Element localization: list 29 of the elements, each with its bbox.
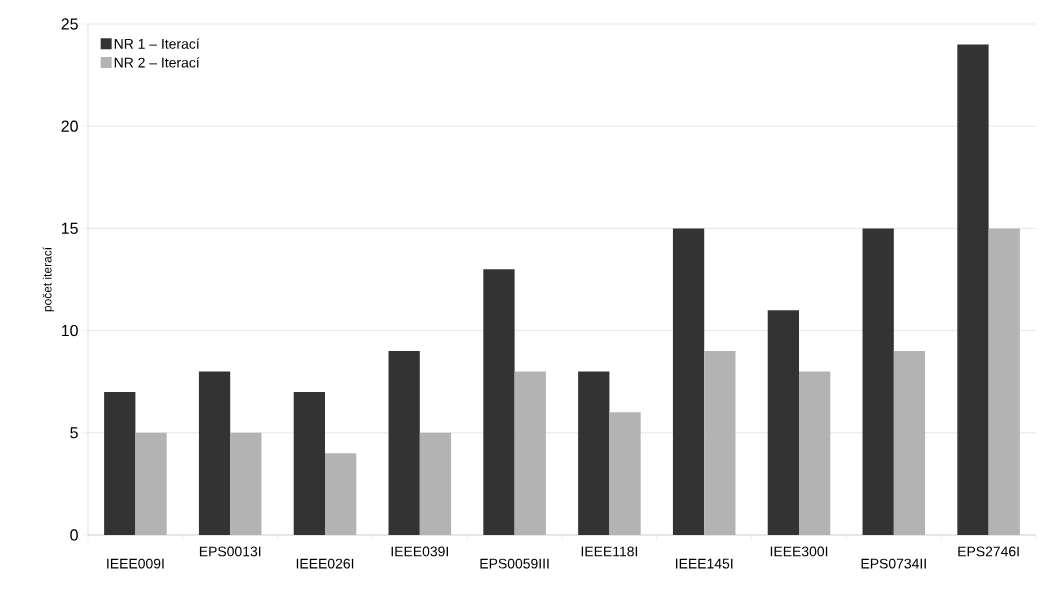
- x-tick-label: IEEE300I: [770, 546, 828, 557]
- bar: [578, 371, 610, 535]
- y-tick-label: 15: [61, 222, 78, 234]
- x-tick-label: EPS0013I: [199, 546, 261, 557]
- y-tick-label: 10: [61, 324, 78, 337]
- bar: [957, 44, 989, 535]
- legend-label: NR 1 – Iterací: [114, 38, 200, 49]
- x-tick-label: EPS0734II: [861, 558, 926, 569]
- bar: [104, 391, 136, 535]
- x-tick-label: IEEE118I: [581, 546, 638, 557]
- x-tick-label: IEEE026I: [296, 558, 354, 569]
- x-tick-label: IEEE009I: [107, 558, 164, 569]
- y-tick-label: 0: [70, 529, 78, 541]
- x-tick-label: EPS2746I: [958, 546, 1019, 557]
- legend-label: NR 2 – Iterací: [114, 57, 200, 68]
- x-tick-label: IEEE039I: [391, 546, 448, 557]
- bar: [767, 310, 800, 535]
- bar: [672, 228, 705, 535]
- y-tick-label: 5: [70, 427, 78, 439]
- x-tick-label: EPS0059III: [480, 558, 549, 569]
- bar: [483, 269, 515, 535]
- x-tick-label: IEEE145I: [676, 558, 733, 569]
- y-tick-label: 20: [61, 120, 78, 132]
- y-tick-label: 25: [61, 18, 78, 30]
- y-axis-title: počet iterací: [42, 247, 54, 312]
- bar: [198, 371, 231, 535]
- bar: [388, 351, 420, 535]
- bar: [293, 391, 325, 535]
- bar: [862, 228, 894, 535]
